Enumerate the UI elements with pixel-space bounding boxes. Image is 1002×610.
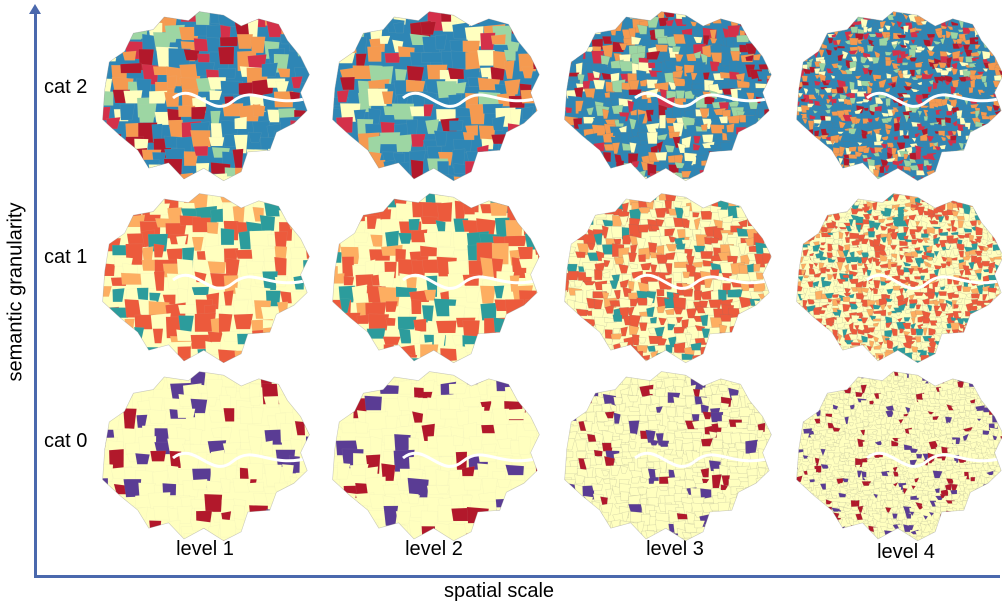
london-map <box>102 11 310 182</box>
y-axis-line <box>34 12 37 578</box>
map-panel <box>790 8 1002 188</box>
london-map <box>332 11 540 182</box>
col-label-level-1: level 1 <box>176 538 234 560</box>
x-axis-line <box>34 575 1000 578</box>
london-map <box>332 371 540 542</box>
map-panel <box>96 8 316 188</box>
london-map <box>564 11 772 182</box>
map-panel <box>326 190 546 370</box>
map-panel <box>558 368 778 548</box>
london-map <box>564 193 772 364</box>
col-label-level-3: level 3 <box>646 538 704 560</box>
x-axis-title: spatial scale <box>443 580 555 602</box>
london-map <box>796 193 1002 364</box>
row-label-cat-0: cat 0 <box>44 430 88 452</box>
london-map <box>332 193 540 364</box>
london-map <box>102 371 310 542</box>
london-map <box>796 11 1002 182</box>
map-panel <box>790 190 1002 370</box>
row-label-cat-1: cat 1 <box>44 246 88 268</box>
row-label-cat-2: cat 2 <box>44 76 88 98</box>
map-panel <box>326 8 546 188</box>
map-panel <box>558 190 778 370</box>
y-axis-arrow-icon <box>29 4 41 14</box>
london-map <box>796 371 1002 542</box>
col-label-level-4: level 4 <box>877 541 935 563</box>
map-panel <box>790 368 1002 548</box>
london-map <box>564 371 772 542</box>
map-panel <box>96 190 316 370</box>
map-panel <box>96 368 316 548</box>
london-map <box>102 193 310 364</box>
map-panel <box>326 368 546 548</box>
map-panel <box>558 8 778 188</box>
col-label-level-2: level 2 <box>405 538 463 560</box>
y-axis-title: semantic granularity <box>4 202 27 382</box>
